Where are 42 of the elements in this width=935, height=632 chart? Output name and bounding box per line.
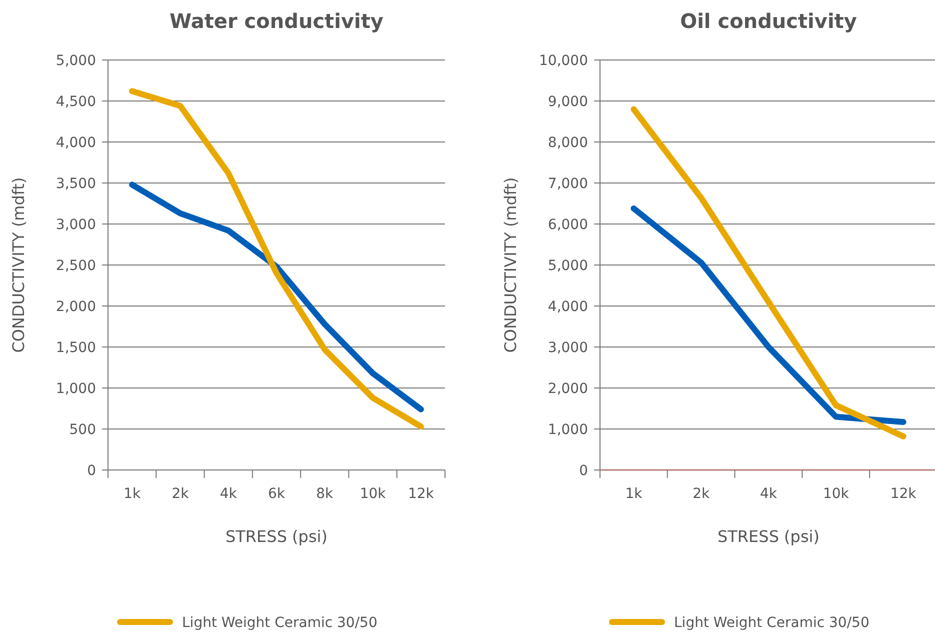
x-tick-label: 2k (172, 486, 190, 502)
y-tick-label: 2,000 (56, 298, 96, 315)
y-tick-label: 0 (87, 462, 96, 479)
x-tick-label: 10k (360, 486, 387, 502)
x-tick-label: 10k (822, 486, 850, 502)
y-tick-label: 4,000 (56, 134, 96, 151)
x-tick-label: 12k (890, 486, 918, 502)
y-tick-label: 3,000 (56, 216, 96, 233)
x-axis-title: STRESS (psi) (718, 527, 820, 546)
y-tick-label: 2,500 (56, 258, 96, 274)
y-tick-label: 5,000 (548, 258, 588, 274)
x-tick-label: 6k (268, 486, 286, 502)
y-tick-label: 500 (69, 422, 96, 438)
y-axis-title: CONDUCTIVITY (mdft) (501, 177, 520, 353)
y-tick-label: 10,000 (539, 52, 588, 69)
y-tick-label: 0 (579, 462, 588, 479)
legend-label: Light Weight Ceramic 30/50 (674, 614, 870, 631)
y-tick-label: 4,500 (56, 94, 96, 110)
legend-label: Light Weight Ceramic 30/50 (182, 614, 378, 631)
x-tick-label: 12k (408, 486, 435, 502)
y-tick-label: 1,000 (56, 380, 96, 397)
x-tick-label: 4k (220, 486, 238, 502)
y-tick-label: 1,500 (56, 340, 96, 356)
chart-title: Water conductivity (170, 9, 384, 33)
y-tick-label: 9,000 (548, 94, 588, 110)
y-tick-label: 3,000 (548, 340, 588, 356)
y-tick-label: 8,000 (548, 134, 588, 151)
chart-title: Oil conductivity (680, 9, 857, 33)
y-tick-label: 2,000 (548, 380, 588, 397)
y-tick-label: 4,000 (548, 298, 588, 315)
x-tick-label: 2k (692, 486, 710, 502)
x-tick-label: 4k (760, 486, 778, 502)
y-tick-label: 7,000 (548, 176, 588, 192)
y-tick-label: 6,000 (548, 216, 588, 233)
y-tick-label: 1,000 (548, 422, 588, 438)
x-tick-label: 8k (316, 486, 334, 502)
y-tick-label: 3,500 (56, 176, 96, 192)
x-tick-label: 1k (625, 486, 644, 502)
y-tick-label: 5,000 (56, 52, 96, 69)
x-tick-label: 1k (124, 486, 142, 502)
x-axis-title: STRESS (psi) (226, 527, 328, 546)
y-axis-title: CONDUCTIVITY (mdft) (9, 177, 28, 353)
